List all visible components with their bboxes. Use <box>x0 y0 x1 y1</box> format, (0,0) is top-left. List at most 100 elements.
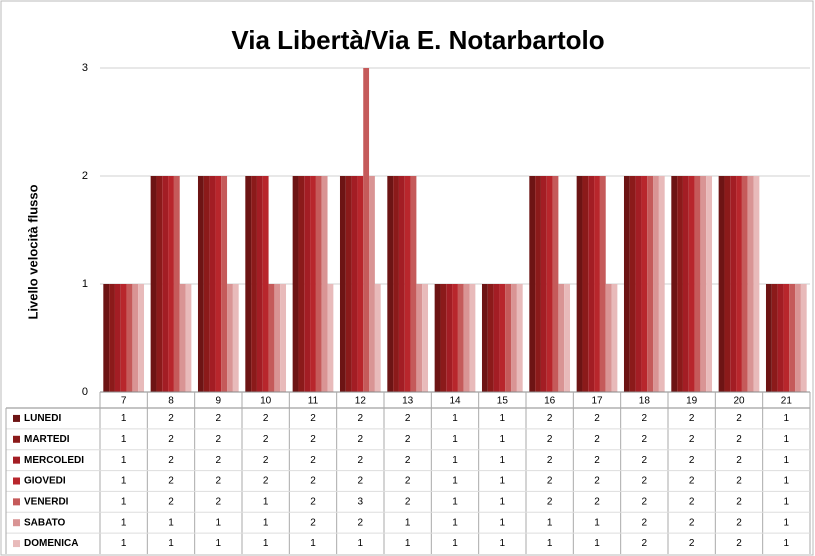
legend-swatch <box>13 519 20 527</box>
bar <box>529 176 536 392</box>
table-cell: 2 <box>216 476 222 487</box>
table-cell: 2 <box>405 496 411 507</box>
bar <box>511 284 517 392</box>
bar <box>653 176 659 392</box>
table-cell: 1 <box>168 517 174 528</box>
bar <box>387 176 394 392</box>
bar <box>434 284 441 392</box>
table-cell: 1 <box>784 538 790 549</box>
table-cell: 2 <box>642 413 648 424</box>
bar <box>185 284 192 392</box>
table-cell: 3 <box>358 496 364 507</box>
bar <box>611 284 618 392</box>
x-tick-label: 20 <box>733 396 745 407</box>
table-cell: 2 <box>216 496 222 507</box>
bar <box>416 284 423 392</box>
bar <box>677 176 683 392</box>
x-tick-label: 19 <box>686 396 698 407</box>
table-cell: 2 <box>689 413 695 424</box>
bar <box>126 284 133 392</box>
table-cell: 2 <box>168 434 174 445</box>
table-cell: 1 <box>784 496 790 507</box>
table-cell: 1 <box>121 413 127 424</box>
table-cell: 1 <box>500 517 506 528</box>
table-cell: 1 <box>784 476 790 487</box>
table-cell: 1 <box>263 538 269 549</box>
bar <box>736 176 742 392</box>
bar <box>363 68 370 392</box>
bar <box>262 176 269 392</box>
bar <box>310 176 316 392</box>
table-cell: 1 <box>500 538 506 549</box>
x-tick-label: 7 <box>121 396 127 407</box>
legend-label: VENERDI <box>24 496 69 507</box>
table-cell: 1 <box>784 517 790 528</box>
table-cell: 1 <box>452 434 458 445</box>
table-cell: 2 <box>736 517 742 528</box>
bar <box>783 284 790 392</box>
bar <box>138 284 145 392</box>
bar <box>564 284 571 392</box>
bar <box>718 176 725 392</box>
bar <box>641 176 648 392</box>
table-cell: 2 <box>310 496 316 507</box>
table-cell: 1 <box>452 496 458 507</box>
bar <box>245 176 252 392</box>
bar <box>594 176 600 392</box>
x-tick-label: 14 <box>449 396 461 407</box>
bar <box>753 176 760 392</box>
table-cell: 2 <box>689 517 695 528</box>
table-cell: 1 <box>500 434 506 445</box>
bar <box>398 176 405 392</box>
legend-swatch <box>13 414 20 422</box>
table-cell: 1 <box>594 538 600 549</box>
table-cell: 2 <box>216 413 222 424</box>
bar <box>540 176 547 392</box>
table-cell: 2 <box>642 538 648 549</box>
bar <box>327 284 334 392</box>
bar <box>546 176 553 392</box>
y-tick-label: 1 <box>82 278 88 290</box>
table-cell: 1 <box>500 476 506 487</box>
table-cell: 1 <box>452 455 458 466</box>
table-cell: 2 <box>594 476 600 487</box>
bar <box>339 176 346 392</box>
table-cell: 1 <box>121 496 127 507</box>
legend-label: GIOVEDI <box>24 476 66 487</box>
x-tick-label: 10 <box>260 396 272 407</box>
table-cell: 2 <box>594 434 600 445</box>
bar <box>623 176 630 392</box>
table-cell: 2 <box>736 434 742 445</box>
table-cell: 1 <box>121 476 127 487</box>
bar <box>321 176 328 392</box>
table-cell: 1 <box>121 538 127 549</box>
bar <box>280 284 287 392</box>
bar <box>369 176 375 392</box>
table-cell: 1 <box>405 517 411 528</box>
table-cell: 2 <box>405 413 411 424</box>
x-tick-label: 21 <box>781 396 793 407</box>
bar <box>582 176 589 392</box>
bar <box>605 284 612 392</box>
table-cell: 2 <box>736 413 742 424</box>
bar <box>215 176 222 392</box>
bar <box>221 176 228 392</box>
bar <box>469 284 476 392</box>
bar <box>765 284 772 392</box>
bar <box>635 176 642 392</box>
table-cell: 1 <box>452 476 458 487</box>
table-cell: 1 <box>168 538 174 549</box>
x-tick-label: 8 <box>168 396 174 407</box>
bar <box>658 176 665 392</box>
bar <box>298 176 305 392</box>
table-cell: 2 <box>736 538 742 549</box>
bar <box>800 284 807 392</box>
bar <box>150 176 157 392</box>
bar <box>422 284 429 392</box>
bar <box>209 176 216 392</box>
table-cell: 2 <box>594 455 600 466</box>
table-cell: 2 <box>642 496 648 507</box>
table-cell: 2 <box>405 455 411 466</box>
bar <box>162 176 169 392</box>
